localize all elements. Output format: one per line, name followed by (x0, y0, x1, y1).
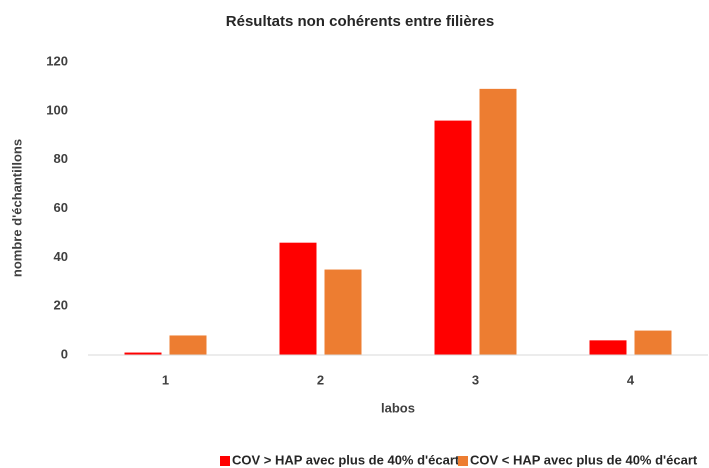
y-tick-label: 120 (46, 53, 68, 68)
bar (324, 269, 362, 355)
x-tick-label: 2 (317, 372, 324, 387)
y-axis-label: nombre d'échantillons (9, 139, 24, 277)
y-tick-label: 80 (54, 151, 68, 166)
y-tick-label: 20 (54, 298, 68, 313)
bar (589, 340, 627, 355)
x-tick-label: 1 (162, 372, 169, 387)
x-axis-label: labos (381, 400, 415, 415)
legend-swatch (458, 456, 468, 466)
y-tick-label: 40 (54, 249, 68, 264)
y-tick-label: 0 (61, 346, 68, 361)
bar (434, 120, 472, 355)
y-tick-label: 60 (54, 200, 68, 215)
legend-label: COV > HAP avec plus de 40% d'écart (232, 452, 460, 467)
bar (634, 330, 672, 355)
bar (279, 242, 317, 355)
bar (479, 88, 517, 355)
bar (124, 352, 162, 355)
x-tick-label: 4 (627, 372, 635, 387)
y-tick-label: 100 (46, 102, 68, 117)
chart-title: Résultats non cohérents entre filières (226, 13, 494, 30)
bar (169, 335, 207, 355)
legend-swatch (220, 456, 230, 466)
x-tick-label: 3 (472, 372, 479, 387)
legend-label: COV < HAP avec plus de 40% d'écart (470, 452, 698, 467)
